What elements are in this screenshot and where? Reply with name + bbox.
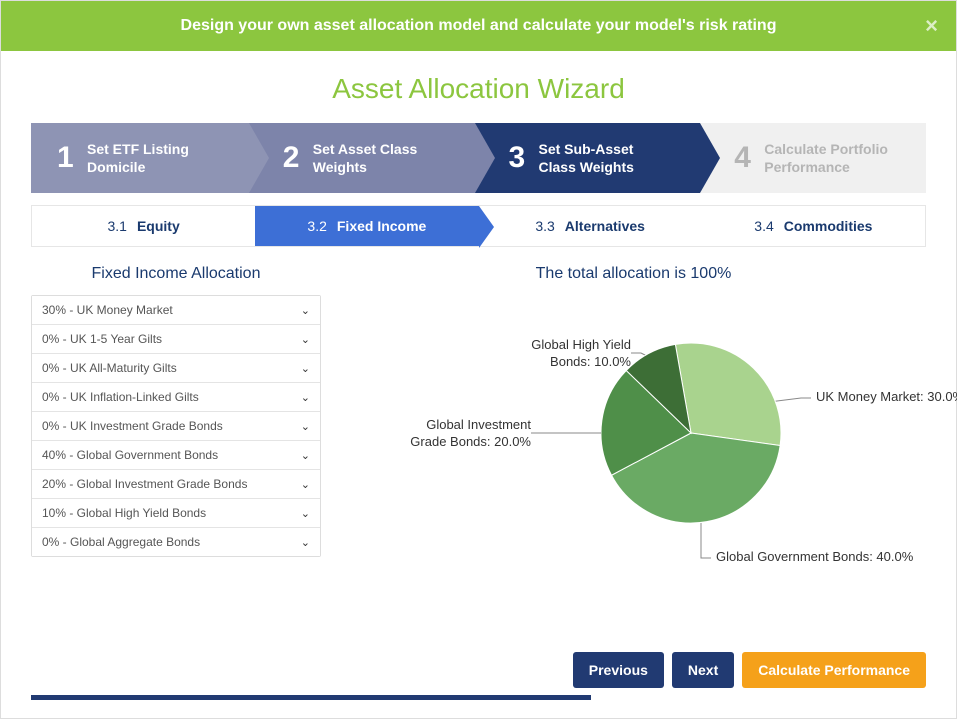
allocation-selects: 30% - UK Money Market ⌄ 0% - UK 1-5 Year … — [31, 295, 321, 557]
step-label: Set Asset Class Weights — [313, 140, 443, 176]
step-number: 4 — [734, 141, 764, 175]
select-value: 20% - Global Investment Grade Bonds — [42, 477, 247, 491]
previous-button[interactable]: Previous — [573, 652, 664, 688]
tab-number: 3.3 — [535, 218, 554, 234]
tab-alternatives[interactable]: 3.3 Alternatives — [479, 206, 702, 246]
allocation-select[interactable]: 30% - UK Money Market ⌄ — [32, 296, 320, 325]
tab-label: Alternatives — [565, 218, 645, 234]
step-number: 3 — [509, 141, 539, 175]
chevron-down-icon: ⌄ — [301, 362, 310, 375]
chevron-down-icon: ⌄ — [301, 333, 310, 346]
step-label: Calculate Portfolio Performance — [764, 140, 894, 176]
calculate-button[interactable]: Calculate Performance — [742, 652, 926, 688]
allocation-select[interactable]: 20% - Global Investment Grade Bonds ⌄ — [32, 470, 320, 499]
tab-label: Commodities — [784, 218, 873, 234]
pie-label-global-ig: Global Investment Grade Bonds: 20.0% — [401, 417, 531, 451]
banner-text: Design your own asset allocation model a… — [181, 17, 777, 34]
tab-number: 3.2 — [307, 218, 326, 234]
chevron-down-icon: ⌄ — [301, 478, 310, 491]
select-value: 0% - UK All-Maturity Gilts — [42, 361, 177, 375]
step-number: 1 — [57, 141, 87, 175]
stepper: 1 Set ETF Listing Domicile 2 Set Asset C… — [31, 123, 926, 193]
chevron-down-icon: ⌄ — [301, 391, 310, 404]
pie-chart: UK Money Market: 30.0% Global Government… — [341, 303, 926, 603]
allocation-select[interactable]: 0% - UK 1-5 Year Gilts ⌄ — [32, 325, 320, 354]
tab-label: Equity — [137, 218, 180, 234]
chevron-down-icon: ⌄ — [301, 304, 310, 317]
left-section-title: Fixed Income Allocation — [31, 265, 321, 283]
select-value: 0% - UK 1-5 Year Gilts — [42, 332, 162, 346]
subtabs: 3.1 Equity 3.2 Fixed Income 3.3 Alternat… — [31, 205, 926, 247]
allocation-select[interactable]: 0% - UK Inflation-Linked Gilts ⌄ — [32, 383, 320, 412]
allocation-select[interactable]: 40% - Global Government Bonds ⌄ — [32, 441, 320, 470]
step-number: 2 — [283, 141, 313, 175]
tab-number: 3.1 — [108, 218, 127, 234]
step-4: 4 Calculate Portfolio Performance — [700, 123, 926, 193]
banner: Design your own asset allocation model a… — [1, 1, 956, 51]
next-button[interactable]: Next — [672, 652, 734, 688]
allocation-select[interactable]: 0% - Global Aggregate Bonds ⌄ — [32, 528, 320, 556]
pie-label-global-gov: Global Government Bonds: 40.0% — [716, 549, 913, 566]
close-icon[interactable]: × — [925, 13, 938, 39]
right-section-title: The total allocation is 100% — [341, 265, 926, 283]
pie-label-uk-money: UK Money Market: 30.0% — [816, 389, 957, 406]
select-value: 40% - Global Government Bonds — [42, 448, 218, 462]
pie-label-global-hy: Global High Yield Bonds: 10.0% — [531, 337, 631, 371]
step-1[interactable]: 1 Set ETF Listing Domicile — [31, 123, 249, 193]
select-value: 10% - Global High Yield Bonds — [42, 506, 206, 520]
step-2[interactable]: 2 Set Asset Class Weights — [249, 123, 475, 193]
tab-label: Fixed Income — [337, 218, 426, 234]
allocation-select[interactable]: 10% - Global High Yield Bonds ⌄ — [32, 499, 320, 528]
allocation-select[interactable]: 0% - UK Investment Grade Bonds ⌄ — [32, 412, 320, 441]
chevron-down-icon: ⌄ — [301, 507, 310, 520]
select-value: 30% - UK Money Market — [42, 303, 173, 317]
footer-buttons: Previous Next Calculate Performance — [573, 652, 926, 688]
tab-number: 3.4 — [754, 218, 773, 234]
chevron-down-icon: ⌄ — [301, 536, 310, 549]
tab-fixed-income[interactable]: 3.2 Fixed Income — [255, 206, 478, 246]
step-label: Set ETF Listing Domicile — [87, 140, 217, 176]
select-value: 0% - UK Investment Grade Bonds — [42, 419, 223, 433]
select-value: 0% - Global Aggregate Bonds — [42, 535, 200, 549]
progress-bar — [31, 695, 591, 700]
chevron-down-icon: ⌄ — [301, 449, 310, 462]
step-label: Set Sub-Asset Class Weights — [539, 140, 669, 176]
step-3[interactable]: 3 Set Sub-Asset Class Weights — [475, 123, 701, 193]
chevron-down-icon: ⌄ — [301, 420, 310, 433]
allocation-select[interactable]: 0% - UK All-Maturity Gilts ⌄ — [32, 354, 320, 383]
tab-equity[interactable]: 3.1 Equity — [32, 206, 255, 246]
tab-commodities[interactable]: 3.4 Commodities — [702, 206, 925, 246]
page-title: Asset Allocation Wizard — [1, 73, 956, 105]
select-value: 0% - UK Inflation-Linked Gilts — [42, 390, 199, 404]
